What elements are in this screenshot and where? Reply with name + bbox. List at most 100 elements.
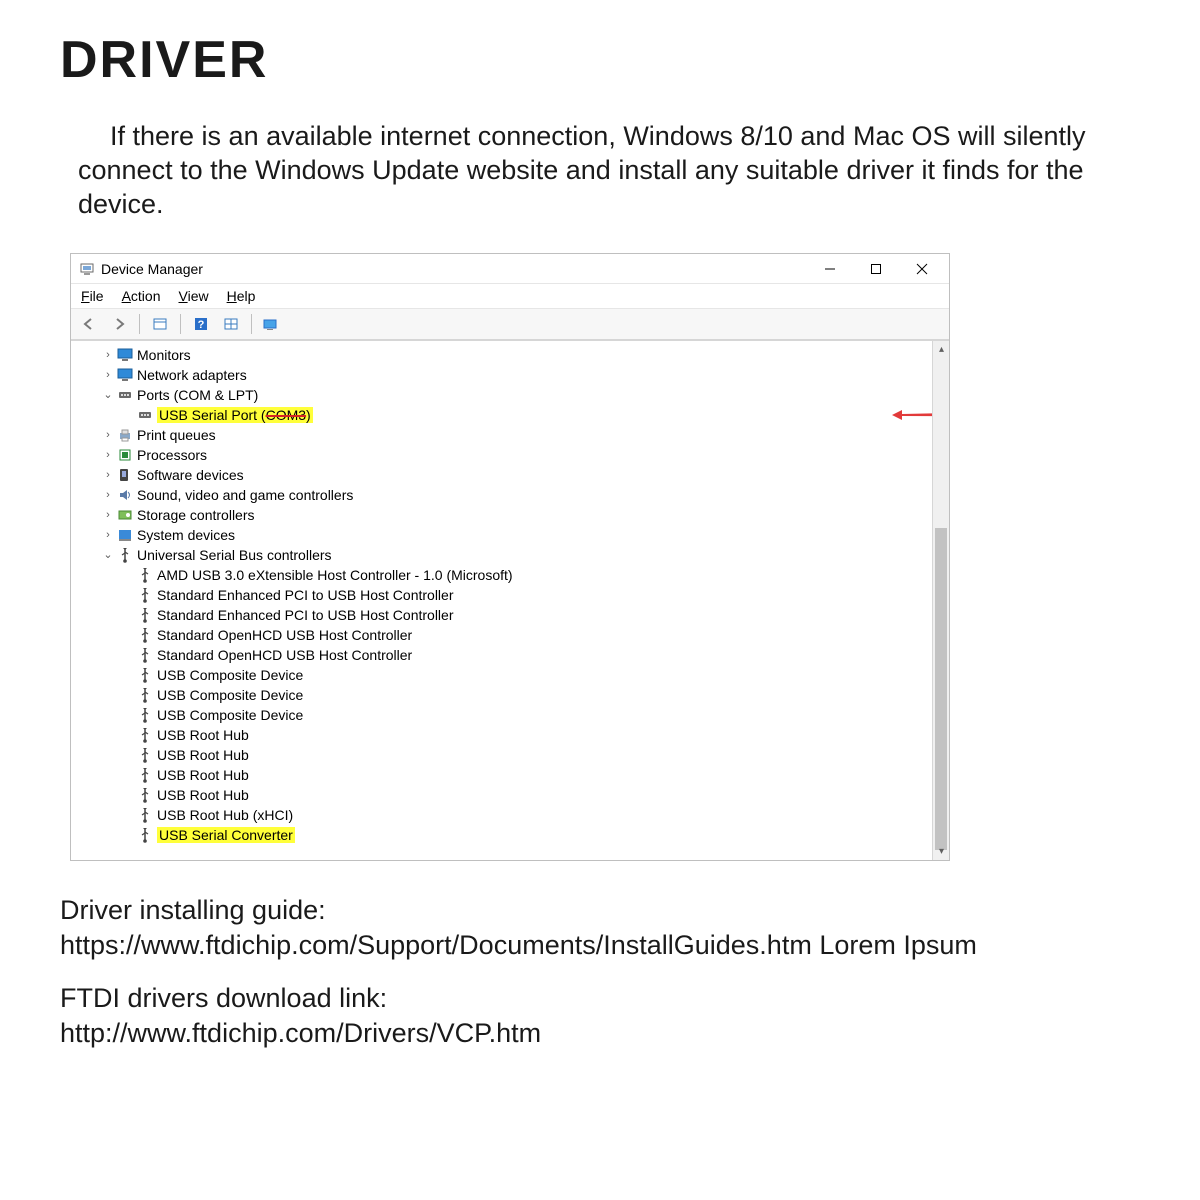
usb-icon xyxy=(117,547,133,563)
device-manager-window: Device Manager File Action View Help xyxy=(70,253,950,861)
expand-icon[interactable]: › xyxy=(101,345,115,365)
toolbar-scan-icon[interactable] xyxy=(260,313,284,335)
usb-icon xyxy=(137,827,153,843)
tree-item[interactable]: › System devices xyxy=(81,525,932,545)
download-url: http://www.ftdichip.com/Drivers/VCP.htm xyxy=(60,1018,541,1048)
minimize-button[interactable] xyxy=(807,255,853,283)
back-button[interactable] xyxy=(77,313,101,335)
usb-icon xyxy=(137,767,153,783)
usb-icon xyxy=(137,627,153,643)
usb-icon xyxy=(137,607,153,623)
tree-item-label: USB Root Hub xyxy=(157,765,249,785)
tree-item[interactable]: USB Composite Device xyxy=(81,685,932,705)
tree-item[interactable]: Standard OpenHCD USB Host Controller xyxy=(81,625,932,645)
monitor-icon xyxy=(117,347,133,363)
tree-item-label: Network adapters xyxy=(137,365,247,385)
footer-text: Driver installing guide: https://www.ftd… xyxy=(60,895,1140,1049)
tree-item-label: USB Serial Converter xyxy=(157,825,295,845)
scroll-thumb[interactable] xyxy=(935,528,947,850)
toolbar-properties-icon[interactable] xyxy=(148,313,172,335)
menu-bar: File Action View Help xyxy=(71,284,949,309)
tree-item-label: Processors xyxy=(137,445,207,465)
collapse-icon[interactable]: ⌄ xyxy=(101,545,115,565)
tree-item[interactable]: USB Root Hub xyxy=(81,745,932,765)
expand-icon[interactable]: › xyxy=(101,425,115,445)
scroll-down-icon[interactable]: ▾ xyxy=(933,843,950,860)
device-tree[interactable]: ›Monitors›Network adapters⌄Ports (COM & … xyxy=(71,341,932,860)
tree-item-label: Storage controllers xyxy=(137,505,255,525)
sound-icon xyxy=(117,487,133,503)
tree-item[interactable]: USB Serial Port (COM3) xyxy=(81,405,932,425)
tree-item-label: Ports (COM & LPT) xyxy=(137,385,258,405)
tree-item-label: Print queues xyxy=(137,425,216,445)
tree-item[interactable]: Standard Enhanced PCI to USB Host Contro… xyxy=(81,585,932,605)
guide-label: Driver installing guide: xyxy=(60,895,326,925)
tree-item[interactable]: AMD USB 3.0 eXtensible Host Controller -… xyxy=(81,565,932,585)
tree-item[interactable]: USB Composite Device xyxy=(81,705,932,725)
tree-item[interactable]: USB Composite Device xyxy=(81,665,932,685)
tree-item[interactable]: USB Serial Converter xyxy=(81,825,932,845)
expand-icon[interactable]: › xyxy=(101,485,115,505)
menu-help[interactable]: Help xyxy=(227,288,256,304)
expand-icon[interactable]: › xyxy=(101,505,115,525)
device-manager-icon xyxy=(79,261,95,277)
toolbar-help-icon[interactable]: ? xyxy=(189,313,213,335)
tree-item[interactable]: › Processors xyxy=(81,445,932,465)
collapse-icon[interactable]: ⌄ xyxy=(101,385,115,405)
usb-icon xyxy=(137,667,153,683)
usb-icon xyxy=(137,687,153,703)
intro-text: If there is an available internet connec… xyxy=(78,120,1122,221)
tree-item-label: USB Root Hub xyxy=(157,785,249,805)
tree-item[interactable]: ⌄ Universal Serial Bus controllers xyxy=(81,545,932,565)
tree-item[interactable]: › Sound, video and game controllers xyxy=(81,485,932,505)
expand-icon[interactable]: › xyxy=(101,525,115,545)
tree-item[interactable]: ⌄ Ports (COM & LPT) xyxy=(81,385,932,405)
tree-item[interactable]: USB Root Hub xyxy=(81,725,932,745)
guide-url: https://www.ftdichip.com/Support/Documen… xyxy=(60,930,812,960)
maximize-button[interactable] xyxy=(853,255,899,283)
tree-item[interactable]: Standard Enhanced PCI to USB Host Contro… xyxy=(81,605,932,625)
toolbar-grid-icon[interactable] xyxy=(219,313,243,335)
close-button[interactable] xyxy=(899,255,945,283)
expand-icon[interactable]: › xyxy=(101,445,115,465)
tree-item[interactable]: › Storage controllers xyxy=(81,505,932,525)
scroll-up-icon[interactable]: ▴ xyxy=(933,341,950,358)
expand-icon[interactable]: › xyxy=(101,365,115,385)
tree-item-label: USB Composite Device xyxy=(157,705,303,725)
tree-item-label: System devices xyxy=(137,525,235,545)
menu-action[interactable]: Action xyxy=(122,288,161,304)
tree-item-label: USB Serial Port (COM3) xyxy=(157,405,313,425)
menu-file[interactable]: File xyxy=(81,288,104,304)
port-icon xyxy=(117,387,133,403)
expand-icon[interactable]: › xyxy=(101,465,115,485)
tree-item-label: Universal Serial Bus controllers xyxy=(137,545,332,565)
guide-tail: Lorem Ipsum xyxy=(812,930,977,960)
tree-item-label: USB Composite Device xyxy=(157,685,303,705)
toolbar: ? xyxy=(71,309,949,340)
usb-icon xyxy=(137,567,153,583)
usb-icon xyxy=(137,747,153,763)
system-icon xyxy=(117,527,133,543)
vertical-scrollbar[interactable]: ▴ ▾ xyxy=(932,341,949,860)
usb-icon xyxy=(137,807,153,823)
tree-item-label: AMD USB 3.0 eXtensible Host Controller -… xyxy=(157,565,513,585)
tree-item[interactable]: USB Root Hub xyxy=(81,765,932,785)
tree-item-label: Software devices xyxy=(137,465,244,485)
tree-item[interactable]: › Network adapters xyxy=(81,365,932,385)
monitor-icon xyxy=(117,367,133,383)
tree-item[interactable]: USB Root Hub (xHCI) xyxy=(81,805,932,825)
tree-item[interactable]: ›Monitors xyxy=(81,345,932,365)
window-titlebar: Device Manager xyxy=(71,254,949,284)
usb-icon xyxy=(137,787,153,803)
soft-icon xyxy=(117,467,133,483)
tree-item-label: USB Composite Device xyxy=(157,665,303,685)
tree-item[interactable]: Standard OpenHCD USB Host Controller xyxy=(81,645,932,665)
tree-item-label: Standard Enhanced PCI to USB Host Contro… xyxy=(157,605,454,625)
tree-item-label: Sound, video and game controllers xyxy=(137,485,353,505)
tree-item[interactable]: › Print queues xyxy=(81,425,932,445)
forward-button[interactable] xyxy=(107,313,131,335)
window-title: Device Manager xyxy=(101,261,203,277)
tree-item[interactable]: › Software devices xyxy=(81,465,932,485)
tree-item[interactable]: USB Root Hub xyxy=(81,785,932,805)
menu-view[interactable]: View xyxy=(179,288,209,304)
